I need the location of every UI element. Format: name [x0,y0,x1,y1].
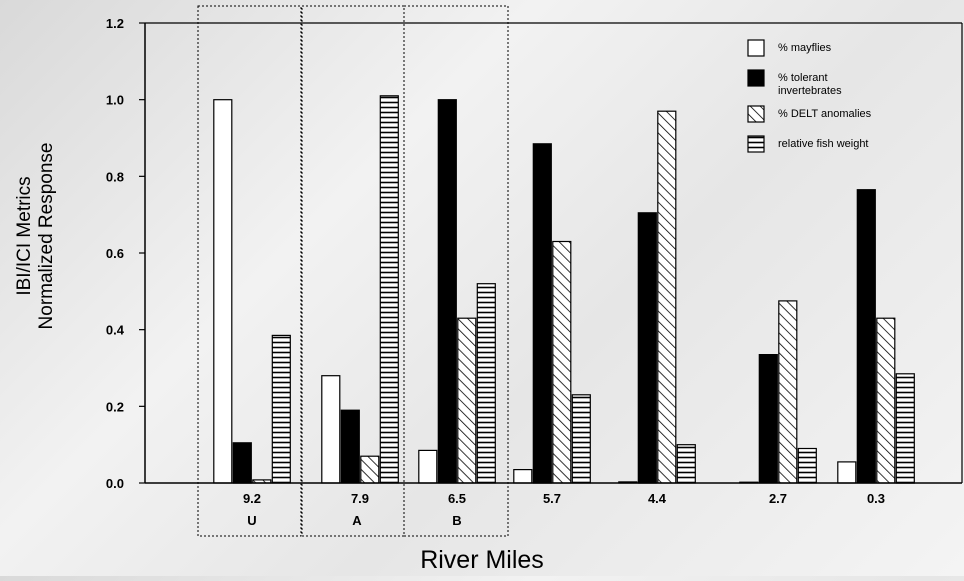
bar [676,444,696,484]
y-axis-title: IBI/ICI Metrics Normalized Response [14,143,57,330]
bar [418,449,438,484]
x-tick-label: 4.4 [648,491,667,506]
x-sublabel: U [247,513,256,528]
x-sublabel: B [452,513,461,528]
y-tick-label: 1.0 [106,93,124,108]
bar [758,354,778,484]
bar [340,409,360,484]
y-tick-label: 0.8 [106,169,124,184]
bar [837,461,857,484]
y-tick-label: 0.0 [106,476,124,491]
bar [437,99,457,484]
bar [876,317,896,484]
legend-swatch-white [747,39,765,57]
bar [271,334,291,484]
bar [856,189,876,484]
bar [778,300,798,484]
legend-label: % DELT anomalies [778,108,872,120]
bar [360,455,380,484]
y-tick-label: 0.6 [106,246,124,261]
bar [895,373,915,484]
bar [321,375,341,484]
y-axis-title-line: IBI/ICI Metrics [14,176,35,295]
legend-label: % mayflies [778,42,832,54]
y-tick-label: 1.2 [106,16,124,31]
highlight-box-6.5 [403,5,509,537]
x-tick-label: 9.2 [243,491,261,506]
bar [232,442,252,484]
x-tick-label: 6.5 [448,491,466,506]
x-sublabel: A [352,513,362,528]
bar [532,143,552,484]
legend-swatch-horizontal [747,135,765,153]
bar [637,212,657,484]
x-tick-label: 0.3 [867,491,885,506]
bar [552,240,572,484]
bar [457,317,477,484]
y-tick-label: 0.4 [106,323,125,338]
bar [379,95,399,484]
bar [571,394,591,484]
bar [657,110,677,484]
y-tick-label: 0.2 [106,399,124,414]
x-tick-label: 5.7 [543,491,561,506]
x-tick-label: 2.7 [769,491,787,506]
legend-swatch-black [747,69,765,87]
bar [513,469,533,484]
legend-swatch-diagonal [747,105,765,123]
legend-label: % tolerant [778,72,828,84]
legend-label: invertebrates [778,85,842,97]
bar [213,99,233,484]
legend-label: relative fish weight [778,138,869,150]
bar [476,283,496,484]
y-axis-title-line: Normalized Response [36,143,57,330]
highlight-box-9.2 [197,5,302,537]
x-tick-label: 7.9 [351,491,369,506]
x-axis-title: River Miles [420,546,544,574]
bar [797,447,817,484]
